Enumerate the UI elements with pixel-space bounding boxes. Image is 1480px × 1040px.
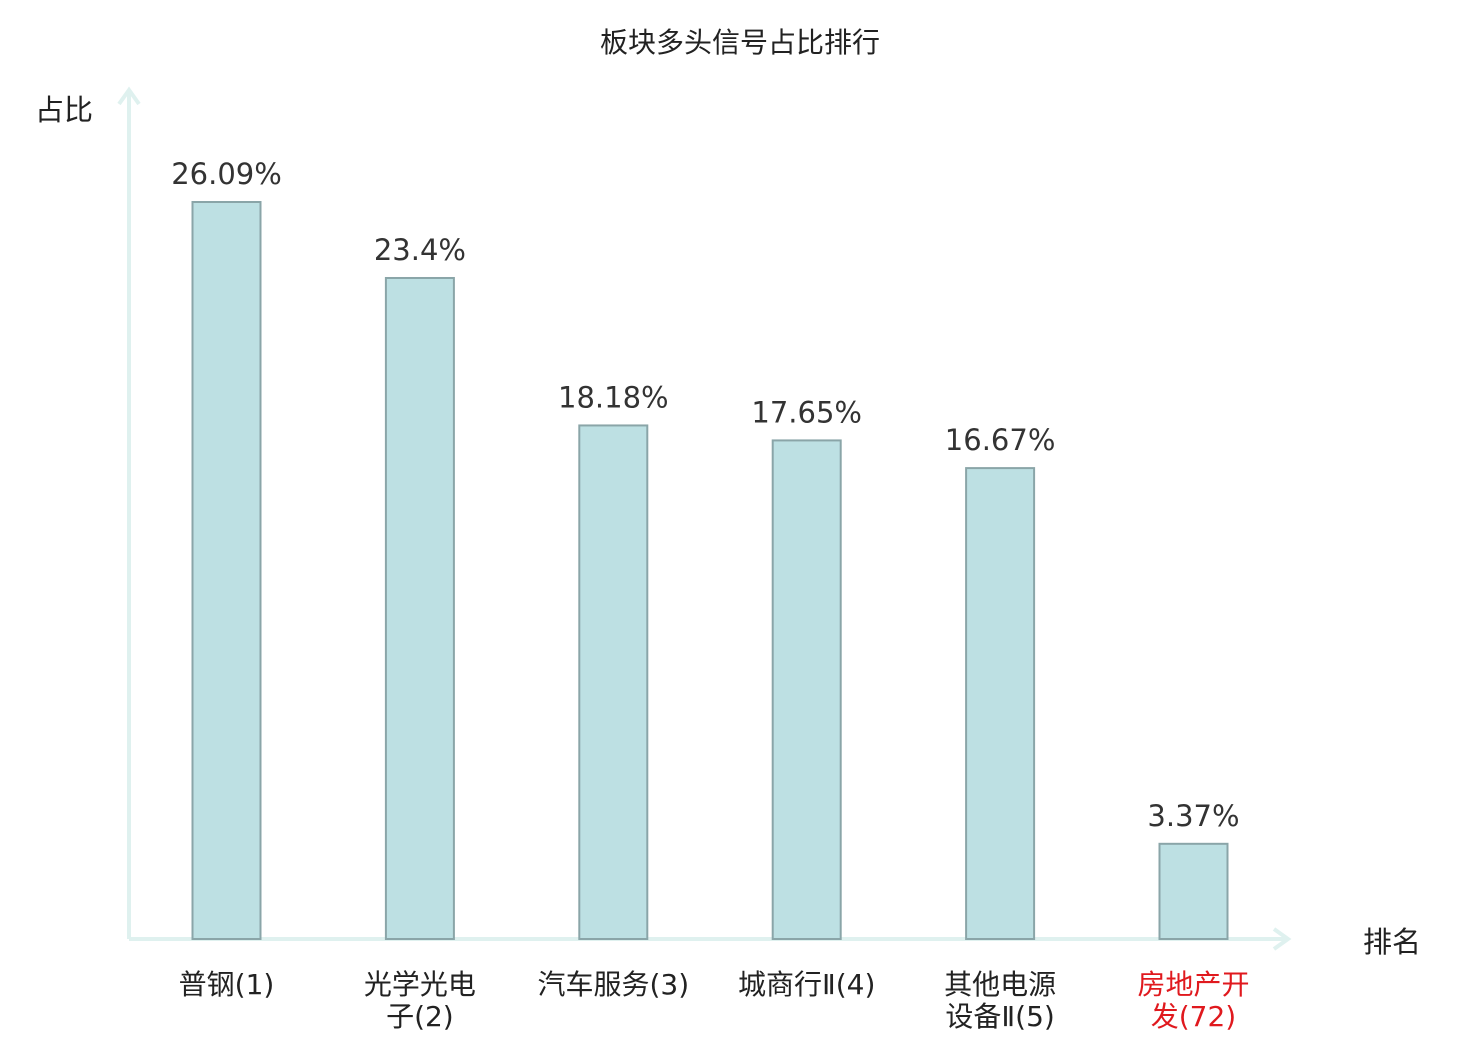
category-label: 汽车服务(3) [537, 968, 689, 1001]
category-label: 普钢(1) [179, 968, 275, 1001]
value-label: 26.09% [171, 157, 282, 191]
bar [965, 467, 1036, 940]
category-label: 房地产开 [1137, 968, 1249, 1001]
value-label: 18.18% [558, 380, 669, 414]
x-axis-label: 排名 [1363, 925, 1421, 959]
category-label: 发(72) [1151, 1000, 1236, 1033]
value-label: 16.67% [945, 423, 1056, 457]
category-label: 光学光电 [364, 968, 476, 1001]
bar [191, 201, 262, 940]
y-axis-label: 占比 [35, 93, 93, 127]
chart-title: 板块多头信号占比排行 [600, 26, 880, 59]
bar [578, 424, 649, 940]
bar [384, 276, 455, 941]
category-label: 城商行Ⅱ(4) [738, 968, 875, 1001]
category-label: 其他电源 [944, 968, 1056, 1001]
bar [771, 439, 842, 940]
x-axis-arrow-icon [1272, 927, 1292, 951]
category-label: 设备Ⅱ(5) [945, 1000, 1054, 1033]
value-label: 17.65% [751, 395, 862, 429]
bar [1158, 842, 1229, 940]
value-label: 3.37% [1147, 799, 1239, 833]
axes [117, 86, 1292, 951]
value-label: 23.4% [374, 233, 466, 267]
y-axis-arrow-icon [117, 86, 141, 106]
category-label: 子(2) [386, 1000, 454, 1033]
